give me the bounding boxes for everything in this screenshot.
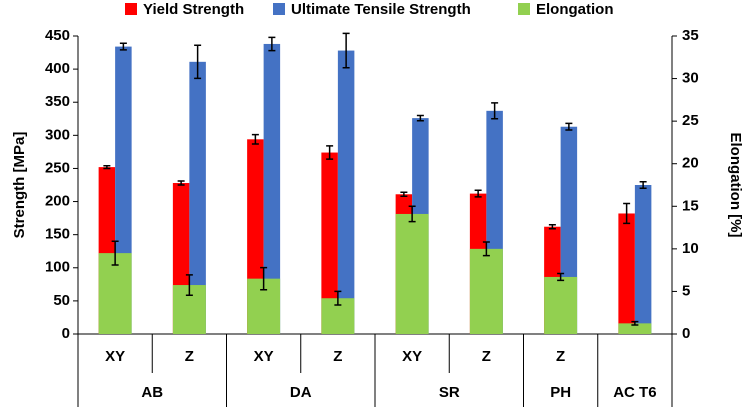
y-tick-label: 100 [45, 259, 70, 276]
group-label: DA [290, 384, 312, 401]
bar [98, 253, 132, 334]
error-bar [103, 165, 111, 170]
bar [337, 50, 355, 335]
legend-label: Ultimate Tensile Strength [291, 1, 471, 18]
error-bar [491, 102, 499, 120]
y-tick-label: 450 [45, 27, 70, 44]
x-tick-label: Z [482, 348, 491, 365]
error-bar [408, 205, 416, 223]
error-bar [326, 145, 334, 160]
x-tick-label: XY [105, 348, 125, 365]
y2-tick-label: 15 [682, 197, 699, 214]
error-bar [623, 202, 631, 225]
group-label: PH [550, 384, 571, 401]
error-bar [334, 290, 342, 306]
bar [618, 213, 635, 334]
error-bar [400, 191, 408, 198]
error-bar [194, 44, 202, 80]
error-bar [416, 114, 424, 122]
y2-tick-label: 30 [682, 70, 699, 87]
legend-swatch [518, 3, 530, 15]
error-bar [482, 241, 490, 257]
y-axis-title: Strength [MPa] [11, 132, 28, 239]
bar [618, 323, 652, 334]
bar [469, 248, 503, 334]
error-bar [185, 274, 193, 297]
x-tick-label: XY [254, 348, 274, 365]
legend-label: Elongation [536, 1, 614, 18]
error-bar [260, 266, 268, 291]
error-bar [119, 42, 127, 51]
bar [634, 185, 652, 334]
y2-tick-label: 10 [682, 240, 699, 257]
y-tick-label: 150 [45, 226, 70, 243]
group-label: SR [439, 384, 460, 401]
y-tick-label: 50 [53, 292, 70, 309]
error-bar [557, 272, 565, 282]
bar [321, 152, 338, 334]
bar [189, 61, 206, 335]
error-bar [474, 189, 482, 198]
bar [544, 276, 578, 334]
group-label: AC T6 [613, 384, 656, 401]
y-tick-label: 300 [45, 126, 70, 143]
x-tick-label: XY [402, 348, 422, 365]
error-bar [111, 240, 119, 266]
error-bar [251, 133, 259, 145]
error-bar [342, 32, 350, 69]
x-tick-label: Z [333, 348, 342, 365]
y-tick-label: 250 [45, 159, 70, 176]
error-bar [631, 320, 639, 326]
y2-tick-label: 5 [682, 282, 690, 299]
y2-tick-label: 35 [682, 27, 699, 44]
error-bar [177, 180, 185, 186]
group-label: AB [141, 384, 163, 401]
legend-swatch [125, 3, 137, 15]
y2-tick-label: 0 [682, 325, 690, 342]
error-bar [548, 223, 556, 230]
error-bar [268, 36, 276, 52]
x-tick-label: Z [185, 348, 194, 365]
y2-axis-title: Elongation [%] [727, 133, 744, 238]
error-bar [565, 122, 573, 131]
error-bar [639, 180, 647, 190]
y-tick-label: 200 [45, 193, 70, 210]
y-tick-label: 400 [45, 60, 70, 77]
bar [395, 213, 429, 334]
y-tick-label: 350 [45, 93, 70, 110]
y2-tick-label: 25 [682, 112, 699, 129]
bar [263, 43, 281, 335]
legend-label: Yield Strength [143, 1, 244, 18]
y-tick-label: 0 [62, 325, 70, 342]
x-tick-label: Z [556, 348, 565, 365]
legend-swatch [273, 3, 285, 15]
y2-tick-label: 20 [682, 155, 699, 172]
